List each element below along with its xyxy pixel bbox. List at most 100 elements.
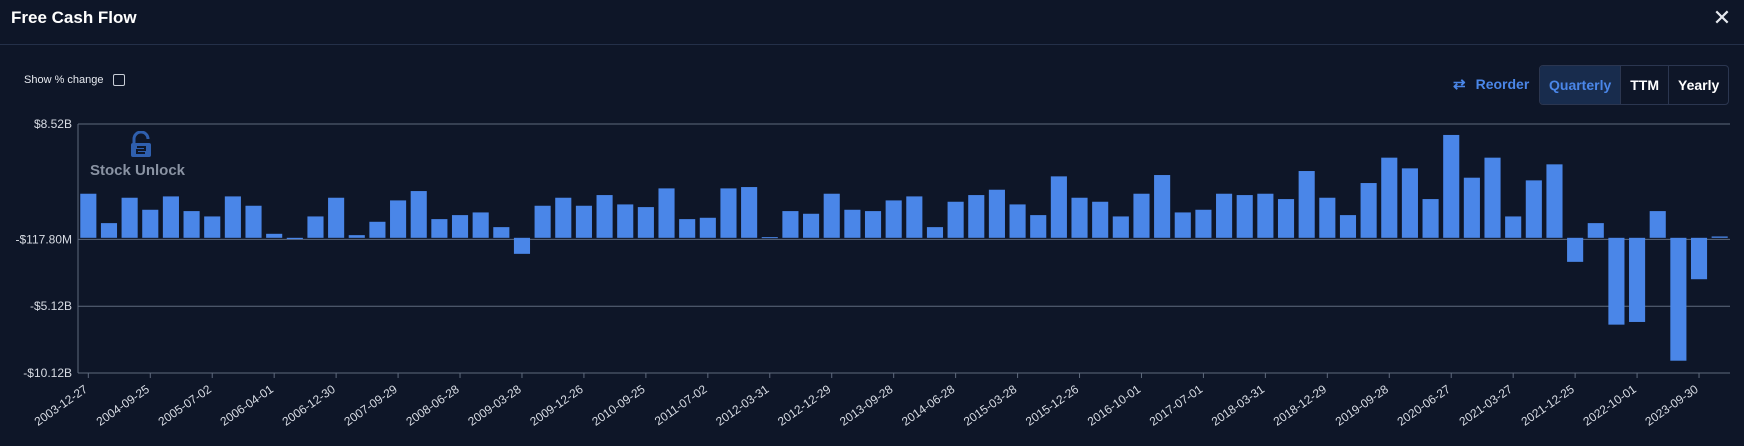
x-tick-label: 2022-10-01 xyxy=(1580,382,1639,429)
fcf-bar xyxy=(1505,216,1522,238)
fcf-bar xyxy=(1174,212,1191,238)
fcf-bar xyxy=(1339,215,1357,238)
fcf-bar xyxy=(493,227,510,238)
fcf-bar xyxy=(1298,171,1315,238)
x-tick-label: 2015-12-26 xyxy=(1023,382,1082,429)
x-tick-label: 2007-09-29 xyxy=(341,382,400,429)
fcf-bar xyxy=(988,189,1005,238)
x-tick-label: 2009-12-26 xyxy=(527,382,586,429)
show-pct-change-toggle[interactable]: Show % change xyxy=(24,74,125,86)
fcf-bar xyxy=(1608,237,1625,325)
x-tick-label: 2008-06-28 xyxy=(403,382,462,429)
fcf-bar xyxy=(844,209,861,238)
fcf-bar xyxy=(1670,237,1687,361)
x-tick-label: 2015-03-28 xyxy=(961,382,1020,429)
show-pct-change-checkbox[interactable] xyxy=(112,74,125,86)
x-tick-label: 2023-09-30 xyxy=(1642,382,1701,429)
x-tick-label: 2021-03-27 xyxy=(1457,382,1516,429)
fcf-bar xyxy=(1525,180,1542,238)
x-tick-label: 2021-12-25 xyxy=(1519,382,1578,429)
x-tick-label: 2016-10-01 xyxy=(1085,382,1144,429)
fcf-bar xyxy=(947,201,964,238)
fcf-bar xyxy=(864,211,882,238)
fcf-bar xyxy=(513,237,531,254)
fcf-bar xyxy=(1216,193,1233,238)
fcf-bar xyxy=(390,200,407,238)
x-tick-label: 2014-06-28 xyxy=(899,382,958,429)
x-tick-label: 2011-07-02 xyxy=(652,382,710,428)
fcf-bar xyxy=(534,205,551,238)
x-tick-label: 2010-09-25 xyxy=(589,382,648,429)
x-tick-label: 2006-04-01 xyxy=(218,382,277,429)
fcf-bar xyxy=(1030,215,1047,238)
x-tick-label: 2019-09-28 xyxy=(1333,382,1392,429)
fcf-bar xyxy=(80,193,97,238)
fcf-bar xyxy=(142,209,159,238)
y-tick-label: -$5.12B xyxy=(30,299,72,313)
fcf-bar xyxy=(1133,193,1150,238)
fcf-bar xyxy=(204,216,221,238)
fcf-bar xyxy=(658,188,675,238)
fcf-bar xyxy=(410,191,427,238)
fcf-bar xyxy=(328,197,345,238)
fcf-bar xyxy=(1422,199,1439,238)
fcf-bar xyxy=(1567,237,1584,262)
fcf-bar xyxy=(617,204,634,238)
fcf-bar xyxy=(1587,223,1604,238)
y-tick-label: -$117.80M xyxy=(16,232,72,246)
fcf-bar xyxy=(266,233,283,238)
fcf-bar xyxy=(761,237,778,239)
swap-arrows-icon: ⇄ xyxy=(1453,76,1466,93)
reorder-button[interactable]: ⇄ Reorder xyxy=(1453,75,1529,93)
x-tick-label: 2012-03-31 xyxy=(713,382,772,429)
close-icon[interactable]: ✕ xyxy=(1712,5,1732,30)
fcf-bar xyxy=(555,197,572,238)
period-tab-yearly[interactable]: Yearly xyxy=(1668,66,1728,104)
fcf-bar xyxy=(1443,134,1460,238)
fcf-bar xyxy=(1071,197,1088,238)
fcf-bar xyxy=(1092,201,1109,238)
x-tick-label: 2013-09-28 xyxy=(837,382,896,429)
fcf-bar xyxy=(1050,176,1067,238)
fcf-bar xyxy=(1546,164,1563,238)
fcf-bar xyxy=(885,200,902,238)
show-pct-change-label: Show % change xyxy=(24,74,104,86)
period-selector: Quarterly TTM Yearly xyxy=(1539,65,1730,105)
reorder-label: Reorder xyxy=(1475,76,1530,92)
fcf-bar xyxy=(1195,209,1212,238)
period-tab-quarterly[interactable]: Quarterly xyxy=(1540,66,1621,104)
fcf-bar xyxy=(1236,195,1253,238)
fcf-bar xyxy=(1690,237,1708,280)
fcf-bar xyxy=(699,217,716,238)
fcf-bar xyxy=(162,196,179,238)
fcf-bar xyxy=(782,211,799,238)
fcf-bar xyxy=(1649,211,1666,238)
fcf-bar xyxy=(1463,177,1480,238)
fcf-bar xyxy=(575,205,592,238)
fcf-bar xyxy=(348,235,365,238)
fcf-bar xyxy=(183,211,200,238)
x-tick-label: 2005-07-02 xyxy=(156,382,215,429)
x-tick-label: 2009-03-28 xyxy=(465,382,524,429)
fcf-bar xyxy=(472,212,489,238)
fcf-bar xyxy=(906,196,923,238)
fcf-bar xyxy=(307,216,324,238)
fcf-bar xyxy=(1381,157,1398,238)
fcf-bar xyxy=(1711,236,1728,238)
fcf-bar xyxy=(286,237,303,240)
fcf-bar xyxy=(823,193,840,238)
x-tick-label: 2018-03-31 xyxy=(1209,382,1268,429)
fcf-bar xyxy=(1257,193,1274,238)
period-tab-ttm[interactable]: TTM xyxy=(1620,66,1668,104)
x-tick-label: 2012-12-29 xyxy=(775,382,834,429)
x-tick-label: 2003-12-27 xyxy=(32,382,91,429)
dialog-title: Free Cash Flow xyxy=(11,8,137,27)
fcf-bar xyxy=(245,205,262,238)
fcf-bar xyxy=(100,223,118,238)
fcf-bar xyxy=(926,227,944,238)
y-tick-label: -$10.12B xyxy=(23,366,72,380)
fcf-bar xyxy=(720,188,737,238)
fcf-bar xyxy=(1629,237,1646,322)
x-tick-label: 2017-07-01 xyxy=(1147,382,1206,429)
